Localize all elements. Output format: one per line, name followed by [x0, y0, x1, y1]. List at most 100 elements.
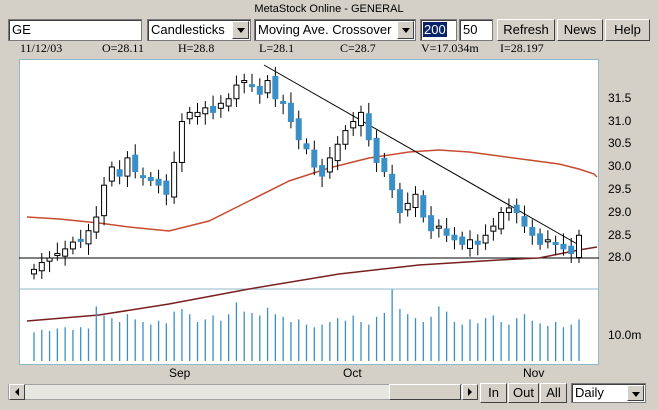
chevron-down-icon[interactable]: [232, 21, 249, 39]
candle-body: [459, 236, 466, 245]
period-fast-value: 200: [423, 22, 447, 37]
chart-area[interactable]: [19, 59, 599, 365]
trend-line: [263, 64, 580, 246]
refresh-button[interactable]: Refresh: [497, 19, 555, 41]
stat-low: L=28.1: [259, 41, 295, 55]
candle-body: [85, 230, 92, 245]
news-button[interactable]: News: [557, 19, 603, 41]
candle-body: [69, 241, 76, 250]
candle-body: [31, 268, 37, 275]
candle-body: [521, 216, 528, 227]
candle-body: [435, 225, 442, 229]
candle-body: [303, 143, 310, 150]
candle-body: [311, 149, 318, 168]
candle-body: [396, 189, 403, 213]
scroll-right-button[interactable]: [462, 384, 478, 400]
tick-29-0: 29.0: [608, 205, 632, 219]
zoom-all-button[interactable]: All: [540, 383, 567, 403]
scroll-left-button[interactable]: [9, 384, 25, 400]
arrow-right-icon: [468, 388, 472, 396]
tick-28-0: 28.0: [608, 250, 632, 264]
candle-body: [217, 102, 224, 109]
tick-30-5: 30.5: [608, 136, 632, 150]
candle-body: [62, 248, 69, 257]
candle-body: [241, 80, 248, 84]
candle-body: [420, 195, 427, 218]
candle-body: [342, 130, 349, 145]
window-title: MetaStock Online - GENERAL: [254, 3, 404, 15]
scroll-thumb[interactable]: [389, 384, 461, 400]
chevron-down-icon[interactable]: [627, 385, 644, 401]
candle-body: [389, 173, 396, 191]
ma-slow-line: [26, 246, 598, 322]
candle-body: [334, 143, 341, 162]
candle-body: [568, 245, 575, 254]
interval-select[interactable]: Daily: [571, 383, 646, 403]
candle-body: [544, 239, 551, 243]
candle-body: [202, 107, 209, 115]
candle-body: [490, 225, 497, 232]
zoom-out-button[interactable]: Out: [508, 383, 539, 403]
zoom-in-button[interactable]: In: [480, 383, 507, 403]
help-button[interactable]: Help: [605, 19, 650, 41]
candle-body: [358, 111, 364, 127]
candle-body: [124, 157, 131, 177]
candle-body: [272, 75, 279, 100]
candle-body: [295, 118, 302, 141]
candle-body: [140, 175, 146, 179]
arrow-left-icon: [15, 388, 19, 396]
stat-open: O=28.11: [102, 41, 144, 55]
stat-date: 11/12/03: [20, 41, 63, 55]
indicator-select[interactable]: Moving Ave. Crossover: [254, 19, 416, 41]
candle-body: [147, 176, 154, 182]
candle-body: [498, 212, 505, 230]
tick-volume: 10.0m: [608, 328, 642, 342]
tick-28-5: 28.5: [608, 228, 632, 242]
candle-body: [451, 234, 458, 241]
horizontal-scrollbar[interactable]: [8, 384, 478, 400]
candle-body: [365, 113, 372, 141]
candle-body: [38, 262, 45, 272]
candle-body: [264, 80, 271, 94]
ma-fast-line: [26, 149, 598, 232]
candle-body: [186, 111, 193, 120]
candle-body: [537, 233, 544, 245]
chart-border: [19, 59, 599, 365]
chart-style-value: Candlesticks: [151, 22, 225, 37]
chevron-down-icon[interactable]: [397, 21, 414, 39]
candle-body: [576, 234, 582, 259]
x-label-nov: Nov: [523, 366, 545, 380]
tick-31-5: 31.5: [608, 91, 632, 105]
candle-body: [467, 239, 473, 249]
period-slow-input[interactable]: 50: [459, 19, 493, 41]
candle-body: [552, 242, 559, 246]
candle-body: [54, 252, 61, 256]
chart-style-select[interactable]: Candlesticks: [147, 19, 251, 41]
candle-body: [210, 105, 217, 113]
candle-body: [326, 157, 333, 173]
candle-body: [116, 169, 123, 177]
stat-close: C=28.7: [340, 41, 376, 55]
candle-body: [474, 240, 481, 245]
candle-body: [513, 204, 520, 214]
stat-volume: V=17.034m: [421, 41, 479, 55]
candle-body: [256, 85, 263, 95]
interval-value: Daily: [575, 385, 604, 400]
period-fast-input[interactable]: 200: [420, 19, 457, 41]
candle-body: [505, 207, 512, 213]
candle-body: [529, 227, 536, 236]
candle-body: [163, 180, 170, 195]
candle-body: [77, 238, 84, 242]
candle-body: [249, 84, 255, 88]
candle-body: [560, 243, 567, 250]
candle-body: [155, 178, 162, 186]
candle-body: [280, 100, 287, 104]
candle-body: [93, 216, 100, 233]
tick-30-0: 30.0: [608, 159, 632, 173]
symbol-input[interactable]: GE: [8, 19, 142, 41]
candle-body: [233, 84, 240, 100]
stat-high: H=28.8: [178, 41, 215, 55]
candle-body: [319, 165, 326, 177]
tick-29-5: 29.5: [608, 182, 632, 196]
candle-body: [132, 154, 139, 173]
